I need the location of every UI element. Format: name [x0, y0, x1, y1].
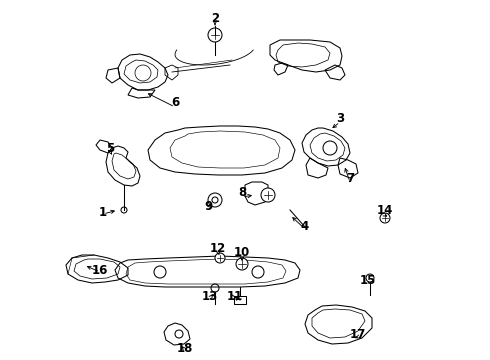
Text: 13: 13 [202, 289, 218, 302]
Text: 1: 1 [99, 206, 107, 219]
Circle shape [215, 253, 225, 263]
Text: 2: 2 [211, 12, 219, 24]
Circle shape [236, 258, 248, 270]
Circle shape [380, 213, 390, 223]
Text: 11: 11 [227, 291, 243, 303]
Text: 3: 3 [336, 112, 344, 125]
Text: 17: 17 [350, 328, 366, 342]
Text: 15: 15 [360, 274, 376, 287]
Circle shape [261, 188, 275, 202]
Text: 12: 12 [210, 242, 226, 255]
Text: 5: 5 [106, 141, 114, 154]
Text: 8: 8 [238, 186, 246, 199]
Text: 7: 7 [346, 171, 354, 184]
Text: 9: 9 [204, 199, 212, 212]
Text: 4: 4 [301, 220, 309, 234]
Circle shape [208, 28, 222, 42]
Text: 14: 14 [377, 203, 393, 216]
Text: 10: 10 [234, 246, 250, 258]
Text: 18: 18 [177, 342, 193, 355]
Text: 6: 6 [171, 96, 179, 109]
Text: 16: 16 [92, 264, 108, 276]
